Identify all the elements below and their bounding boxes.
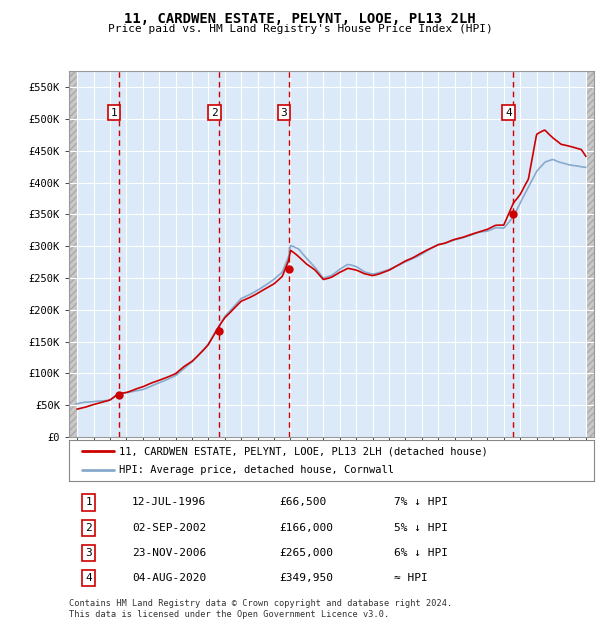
Bar bbox=[69, 71, 77, 437]
Text: 3: 3 bbox=[281, 108, 287, 118]
Text: 3: 3 bbox=[86, 548, 92, 558]
Text: 23-NOV-2006: 23-NOV-2006 bbox=[132, 548, 206, 558]
Text: 6% ↓ HPI: 6% ↓ HPI bbox=[395, 548, 449, 558]
Text: ≈ HPI: ≈ HPI bbox=[395, 574, 428, 583]
Text: 5% ↓ HPI: 5% ↓ HPI bbox=[395, 523, 449, 533]
Text: 4: 4 bbox=[86, 574, 92, 583]
Text: £66,500: £66,500 bbox=[279, 497, 326, 507]
Text: 04-AUG-2020: 04-AUG-2020 bbox=[132, 574, 206, 583]
Text: 7% ↓ HPI: 7% ↓ HPI bbox=[395, 497, 449, 507]
Text: 4: 4 bbox=[505, 108, 512, 118]
Text: 12-JUL-1996: 12-JUL-1996 bbox=[132, 497, 206, 507]
Text: 1: 1 bbox=[110, 108, 118, 118]
Text: Contains HM Land Registry data © Crown copyright and database right 2024.
This d: Contains HM Land Registry data © Crown c… bbox=[69, 600, 452, 619]
Text: £265,000: £265,000 bbox=[279, 548, 333, 558]
Bar bbox=[586, 71, 594, 437]
Text: £349,950: £349,950 bbox=[279, 574, 333, 583]
Text: Price paid vs. HM Land Registry's House Price Index (HPI): Price paid vs. HM Land Registry's House … bbox=[107, 24, 493, 33]
Text: HPI: Average price, detached house, Cornwall: HPI: Average price, detached house, Corn… bbox=[119, 464, 394, 475]
Text: 2: 2 bbox=[211, 108, 218, 118]
Text: 11, CARDWEN ESTATE, PELYNT, LOOE, PL13 2LH (detached house): 11, CARDWEN ESTATE, PELYNT, LOOE, PL13 2… bbox=[119, 446, 488, 456]
Text: 1: 1 bbox=[86, 497, 92, 507]
Text: 02-SEP-2002: 02-SEP-2002 bbox=[132, 523, 206, 533]
Text: 11, CARDWEN ESTATE, PELYNT, LOOE, PL13 2LH: 11, CARDWEN ESTATE, PELYNT, LOOE, PL13 2… bbox=[124, 12, 476, 27]
Text: 2: 2 bbox=[86, 523, 92, 533]
Text: £166,000: £166,000 bbox=[279, 523, 333, 533]
